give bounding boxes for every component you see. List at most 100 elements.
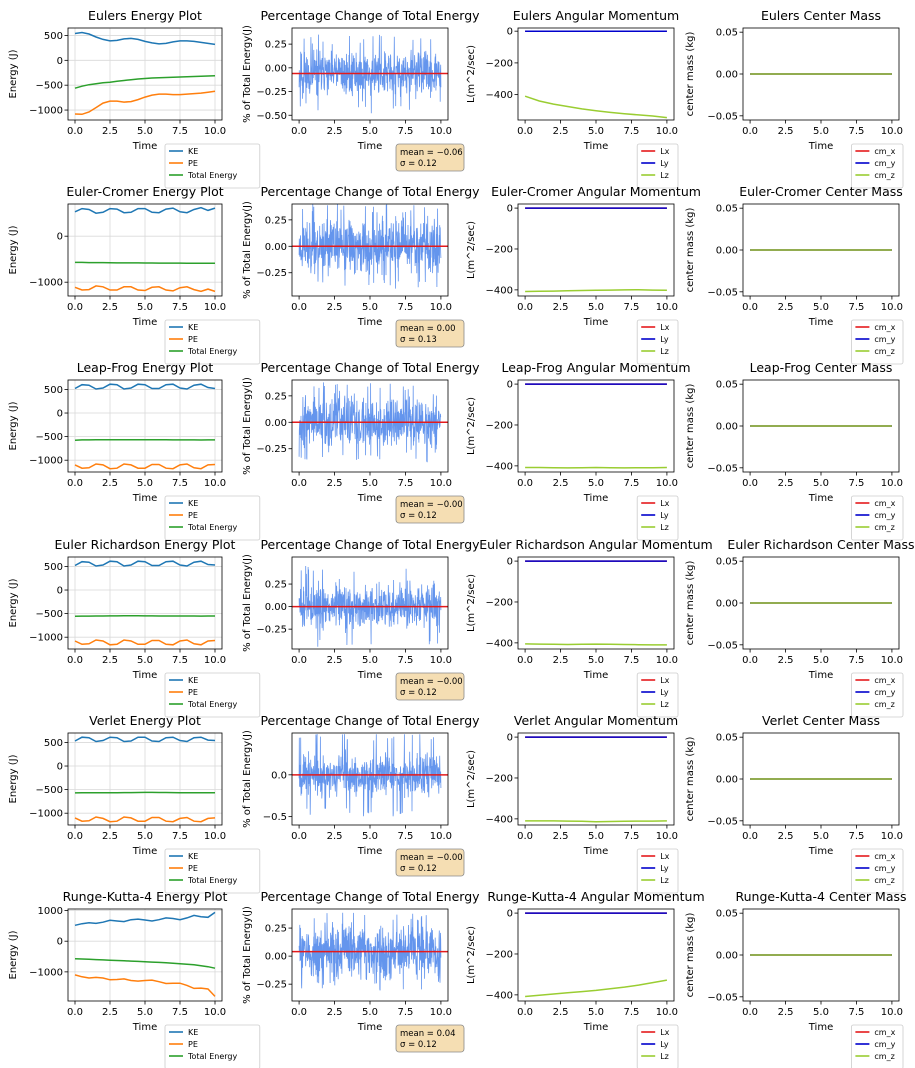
legend-label: cm_z [874,1052,894,1061]
x-tick-label: 5.0 [588,831,604,842]
y-tick-label: −200 [486,597,513,608]
x-tick-label: 7.5 [398,126,414,137]
x-tick-label: 5.0 [362,655,378,666]
subplot-euler-richardson-1: 0.0 2.5 5.0 7.5 10.0 −0.25 0.00 0.25 Percentage … [242,537,480,701]
y-tick-label: 0 [507,204,513,215]
subplot-runge-kutta-4-1: 0.0 2.5 5.0 7.5 10.0 −0.25 0.00 0.25 Percentage … [242,889,480,1053]
y-tick-label: 0 [57,762,63,773]
x-tick-label: 10.0 [881,302,903,313]
legend: cm_x cm_y cm_z [851,143,904,189]
subplot-euler-cromer-3: 0.0 2.5 5.0 7.5 10.0 −0.05 0.00 0.05Euler-Crome… [685,184,904,365]
x-tick-label: 10.0 [430,126,452,137]
x-tick-label: 2.5 [778,478,794,489]
plot-area [518,28,674,120]
legend-label: PE [188,1040,198,1049]
legend-label: cm_y [874,159,895,168]
legend-label: Lz [660,700,669,709]
legend-box [851,143,904,189]
subplot-eulers-3: 0.0 2.5 5.0 7.5 10.0 −0.05 0.00 0.05 Eulers Cent… [685,8,904,189]
x-axis-label: Time [583,1022,608,1033]
legend: KE PE Total Energy [164,672,261,718]
x-tick-label: 7.5 [849,655,865,666]
x-tick-label: 2.5 [778,302,794,313]
legend-label: PE [188,159,198,168]
series-group [292,733,448,817]
legend-label: cm_z [874,171,894,180]
x-tick-label: 5.0 [588,302,604,313]
x-tick-label: 7.5 [172,655,188,666]
x-tick-label: 2.5 [778,655,794,666]
x-tick-label: 5.0 [813,831,829,842]
x-tick-label: 7.5 [172,1007,188,1018]
chart-title: Runge-Kutta-4 Angular Momentum [487,889,704,904]
legend: Lx Ly Lz [636,143,679,189]
y-axis-label: Energy (J) [8,49,19,98]
x-tick-label: 2.5 [553,655,569,666]
y-axis-label: L(m^2/sec) [466,221,477,279]
legend-box [851,848,904,894]
series-line-total-energy [74,791,215,794]
series-line-ke [74,31,216,46]
x-tick-label: 0.0 [742,655,758,666]
x-tick-label: 2.5 [102,1007,118,1018]
x-tick-label: 7.5 [398,302,414,313]
series-group [292,34,448,114]
y-tick-label: 0 [507,27,513,38]
y-tick-label: 0.05 [716,380,738,391]
series-group [524,30,667,119]
legend-label: KE [188,676,198,685]
y-axis-label: % of Total Energy(J) [242,554,253,652]
x-axis-label: Time [808,141,833,152]
series-line-lz [525,643,667,646]
y-tick-label: 0 [57,232,63,243]
series-group [74,383,216,470]
legend-label: PE [188,864,198,873]
x-tick-label: 5.0 [813,302,829,313]
legend-box [164,143,261,189]
series-line-pe [74,816,216,823]
x-axis-label: Time [583,317,608,328]
x-tick-label: 5.0 [362,126,378,137]
x-tick-label: 2.5 [553,831,569,842]
subplot-verlet-1: 0.0 2.5 5.0 7.5 10.0 −0.5 0.0 Percentage Change… [242,713,480,877]
legend-label: cm_x [874,1028,895,1037]
series-line-ke [74,560,216,567]
x-tick-label: 5.0 [137,1007,153,1018]
y-tick-label: 0.00 [716,599,738,610]
x-tick-label: 0.0 [67,126,83,137]
chart-title: Verlet Angular Momentum [514,713,678,728]
series-group [292,912,448,991]
x-tick-label: 5.0 [137,655,153,666]
legend-label: cm_z [874,523,894,532]
y-axis-label: L(m^2/sec) [466,574,477,632]
legend-label: Lx [660,323,669,332]
legend-label: Lz [660,347,669,356]
chart-title: Verlet Center Mass [762,713,880,728]
x-axis-label: Time [808,317,833,328]
subplot-eulers-0: 0.0 2.5 5.0 7.5 10.0 −1000 −500 0 500 Eulers Ener… [8,8,261,189]
x-tick-label: 0.0 [291,126,307,137]
subplot-euler-richardson-2: 0.0 2.5 5.0 7.5 10.0 −400 −200 0 Euler Richardso… [466,537,713,718]
series-group [525,383,667,469]
chart-title: Leap-Frog Energy Plot [77,360,214,375]
legend-label: Lx [660,676,669,685]
y-axis-label: Energy (J) [8,754,19,803]
legend-label: Total Energy [187,347,238,356]
series-line-pe [74,90,216,116]
stats-annotation-line: mean = 0.00 [400,324,456,334]
x-tick-label: 7.5 [398,1007,414,1018]
x-tick-label: 2.5 [327,655,343,666]
legend-label: cm_y [874,1040,895,1049]
x-tick-label: 7.5 [624,302,640,313]
x-tick-label: 2.5 [327,302,343,313]
x-tick-label: 5.0 [362,1007,378,1018]
stats-annotation-line: mean = −0.00 [400,500,463,510]
x-tick-label: 5.0 [813,655,829,666]
y-tick-label: 0.05 [716,733,738,744]
x-tick-label: 5.0 [362,831,378,842]
legend-label: Ly [660,511,669,520]
y-tick-label: 0.25 [265,40,287,51]
subplot-leap-frog-1: 0.0 2.5 5.0 7.5 10.0 −0.25 0.00 0.25 Percentage … [242,360,480,524]
x-tick-label: 0.0 [742,302,758,313]
